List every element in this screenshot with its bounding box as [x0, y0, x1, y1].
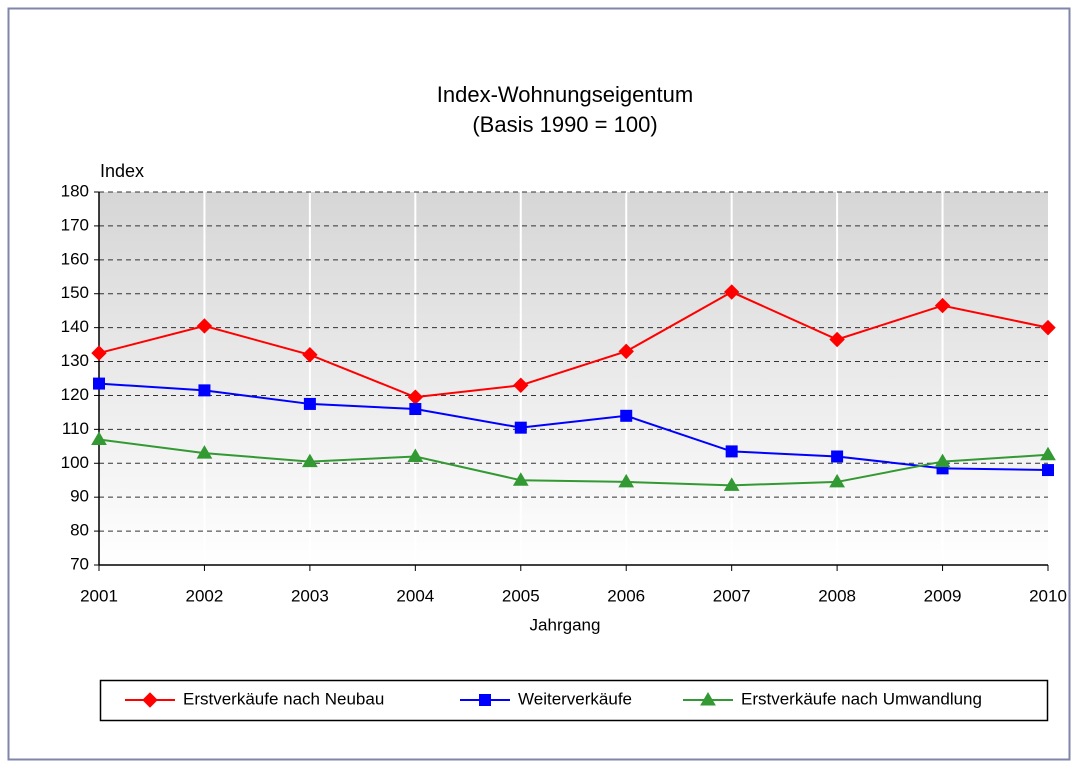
data-point	[1042, 464, 1054, 477]
data-point	[618, 473, 635, 488]
series-line	[98, 290, 1049, 399]
data-point	[409, 403, 422, 416]
data-point	[1040, 446, 1056, 461]
data-point	[91, 345, 107, 361]
legend-box	[99, 679, 1049, 722]
chart-title: Index-Wohnungseigentum	[437, 82, 693, 107]
y-tick-label: 140	[61, 317, 89, 336]
x-axis-label: Jahrgang	[530, 615, 601, 634]
x-tick-label: 2010	[1029, 586, 1067, 605]
data-point	[407, 448, 424, 462]
data-point	[620, 409, 633, 422]
data-point	[725, 445, 738, 458]
data-point	[91, 431, 107, 446]
plot-area	[99, 192, 1048, 565]
x-tick-label: 2001	[80, 586, 118, 605]
x-tick-label: 2008	[818, 586, 856, 605]
y-tick-label: 70	[70, 554, 89, 573]
data-point	[303, 397, 316, 410]
x-tick-label: 2006	[607, 586, 645, 605]
y-tick-label: 80	[70, 521, 89, 540]
chart-subtitle: (Basis 1990 = 100)	[472, 112, 657, 137]
x-tick-label: 2004	[396, 586, 434, 605]
y-tick-label: 170	[61, 215, 89, 234]
data-point	[723, 284, 740, 300]
data-point	[93, 377, 105, 390]
x-tick-label: 2003	[291, 586, 329, 605]
y-tick-label: 110	[62, 419, 89, 438]
data-point	[618, 343, 634, 360]
data-point	[513, 377, 529, 393]
data-point	[934, 297, 951, 314]
data-point	[1040, 319, 1056, 336]
series-line	[98, 438, 1049, 487]
data-point	[831, 450, 844, 463]
y-tick-label: 180	[61, 181, 89, 200]
y-tick-label: 130	[61, 351, 89, 370]
y-tick-label: 100	[61, 453, 89, 472]
y-tick-label: 160	[61, 249, 89, 268]
legend-label: Erstverkäufe nach Neubau	[183, 689, 384, 708]
legend-marker	[142, 692, 158, 708]
legend-label: Erstverkäufe nach Umwandlung	[741, 689, 982, 708]
y-tick-label: 90	[70, 487, 89, 506]
data-point	[302, 453, 318, 468]
legend-marker	[700, 692, 716, 706]
x-tick-label: 2005	[502, 586, 540, 605]
series-line	[98, 382, 1049, 472]
data-point	[512, 472, 529, 486]
data-point	[196, 445, 213, 459]
y-axis-label: Index	[100, 161, 144, 181]
y-tick-label: 150	[61, 283, 89, 302]
data-point	[302, 347, 318, 363]
data-point	[514, 421, 527, 434]
x-tick-label: 2002	[186, 586, 224, 605]
data-point	[829, 473, 845, 488]
legend-label: Weiterverkäufe	[518, 689, 632, 708]
data-point	[198, 384, 211, 397]
data-point	[934, 453, 951, 468]
legend-marker	[479, 694, 491, 706]
data-point	[196, 318, 213, 334]
data-point	[829, 331, 845, 348]
x-tick-label: 2007	[713, 586, 751, 605]
x-tick-label: 2009	[924, 586, 962, 605]
data-point	[723, 477, 740, 491]
y-tick-label: 120	[61, 385, 89, 404]
